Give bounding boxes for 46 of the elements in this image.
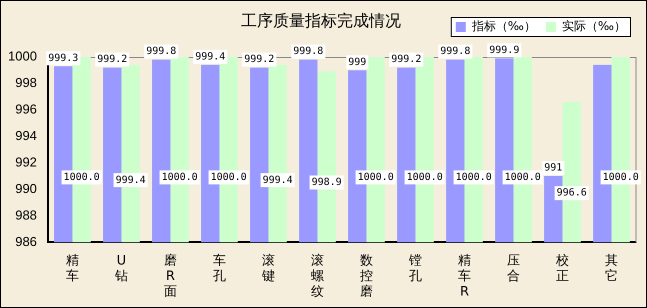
data-label: 999.4 [116,174,146,186]
data-label: 999.4 [262,174,293,186]
legend-label: 实际（‰） [562,19,626,34]
data-label: 999.2 [391,54,422,66]
y-tick-label: 990 [15,180,37,196]
data-label: 1000.0 [504,172,541,183]
x-tick-label: 精车 [66,253,79,284]
data-label: 999.2 [97,54,128,66]
x-tick-label: U钻 [114,253,128,284]
y-tick-label: 992 [15,154,37,170]
chart-title: 工序质量指标完成情况 [240,11,402,32]
x-tick-label: 磨R面 [164,253,177,300]
data-label: 999.9 [489,44,520,56]
data-label: 1000.0 [64,172,100,183]
data-label: 999.2 [244,54,274,66]
data-label: 999.8 [146,46,176,58]
data-label: 1000.0 [210,172,247,183]
x-tick-label: 镗孔 [408,253,422,284]
y-tick-label: 998 [15,75,37,90]
y-tick-label: 996 [15,101,37,116]
x-tick-label: 滚螺纹 [310,253,324,300]
data-label: 999 [348,56,366,68]
x-tick-label: 数控磨 [360,253,373,300]
data-label: 1000.0 [358,172,394,183]
data-label: 996.6 [556,188,587,199]
y-tick-label: 1000 [8,48,37,64]
data-label: 1000.0 [406,172,443,183]
x-tick-label: 精车R [458,253,471,300]
data-label: 999.3 [48,52,78,64]
x-tick-label: 压合 [506,253,520,284]
data-label: 999.4 [195,52,226,63]
data-label: 999.8 [440,46,470,58]
data-label: 1000.0 [602,172,639,183]
y-tick-label: 994 [15,128,37,143]
x-tick-label: 滚键 [260,253,275,284]
x-tick-label: 车孔 [212,253,226,284]
data-label: 998.9 [312,177,342,188]
data-label: 991 [544,162,562,174]
x-tick-label: 其它 [604,253,618,284]
data-label: 1000.0 [456,172,492,183]
x-tick-label: 校正 [554,253,569,284]
legend-label: 指标（‰） [470,19,536,34]
data-label: 999.8 [293,46,324,58]
y-tick-label: 988 [15,207,37,222]
data-label: 1000.0 [162,172,198,183]
y-tick-label: 986 [15,234,37,249]
